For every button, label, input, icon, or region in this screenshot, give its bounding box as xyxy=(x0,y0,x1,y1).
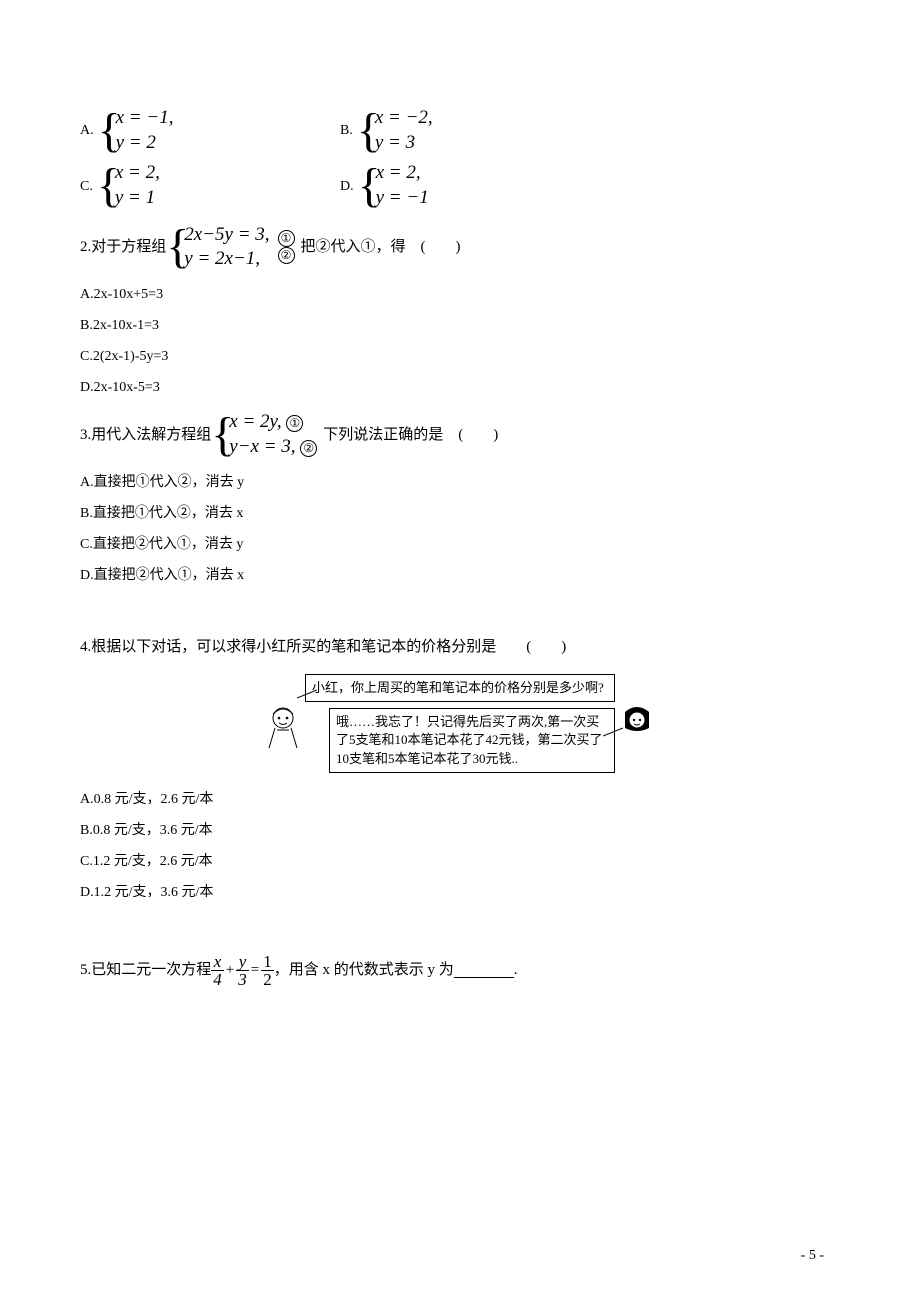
q3-system: { x = 2y, ① y−x = 3, ② xyxy=(211,410,317,459)
q1-b-line2: y = 3 xyxy=(375,131,433,156)
page: A. { x = −1, y = 2 B. { x = −2, y = 3 xyxy=(0,0,920,1302)
q1-a-line2: y = 2 xyxy=(116,131,174,156)
q1-options-row-2: C. { x = 2, y = 1 D. { x = 2, y = −1 xyxy=(80,161,840,210)
q5-frac1: x 4 xyxy=(211,953,224,988)
q2-suffix: 把②代入①，得 ( ) xyxy=(301,236,461,259)
spacer xyxy=(80,596,840,624)
speech-tail-icon xyxy=(603,726,623,738)
q3-option-d: D.直接把②代入①，消去 x xyxy=(80,565,840,586)
q2-option-d: D.2x-10x-5=3 xyxy=(80,377,840,398)
q2-option-c: C.2(2x-1)-5y=3 xyxy=(80,346,840,367)
q1-option-d: D. { x = 2, y = −1 xyxy=(340,161,600,210)
q4-dialog: 小红，你上周买的笔和笔记本的价格分别是多少啊? 哦……我忘了！只记得先后买了两次… xyxy=(305,674,615,773)
q1-b-label: B. xyxy=(340,120,353,141)
q1-option-c: C. { x = 2, y = 1 xyxy=(80,161,340,210)
frac-num: x xyxy=(212,953,224,970)
q3-option-b: B.直接把①代入②，消去 x xyxy=(80,503,840,524)
q4-bubble-top: 小红，你上周买的笔和笔记本的价格分别是多少啊? xyxy=(305,674,615,702)
boy-head-icon xyxy=(265,704,301,762)
q2-prefix: 2.对于方程组 xyxy=(80,236,166,259)
q2-option-a: A.2x-10x+5=3 xyxy=(80,284,840,305)
q1-a-system: { x = −1, y = 2 xyxy=(98,106,174,155)
q1-d-line1: x = 2, xyxy=(376,161,429,186)
q4-option-d: D.1.2 元/支，3.6 元/本 xyxy=(80,882,840,903)
q4-bubble-bottom: 哦……我忘了！只记得先后买了两次,第一次买了5支笔和10本笔记本花了42元钱，第… xyxy=(329,708,615,773)
q1-c-line1: x = 2, xyxy=(115,161,160,186)
q5-stem: 5.已知二元一次方程 x 4 + y 3 = 1 2 ，用含 x 的代数式表示 … xyxy=(80,953,840,988)
q3-sys-line2: y−x = 3, xyxy=(229,436,295,457)
q1-b-system: { x = −2, y = 3 xyxy=(357,106,433,155)
page-number: - 5 - xyxy=(801,1245,824,1266)
equals-sign: = xyxy=(251,959,259,982)
q1-c-label: C. xyxy=(80,176,93,197)
q4-option-b: B.0.8 元/支，3.6 元/本 xyxy=(80,820,840,841)
q1-a-label: A. xyxy=(80,120,94,141)
frac-num: y xyxy=(237,953,249,970)
q1-d-line2: y = −1 xyxy=(376,186,429,211)
left-brace-icon: { xyxy=(357,111,380,149)
q3-suffix: 下列说法正确的是 ( ) xyxy=(323,424,498,447)
q2-stem: 2.对于方程组 { 2x−5y = 3, y = 2x−1, ① ② 把②代入①… xyxy=(80,223,840,272)
q4-option-c: C.1.2 元/支，2.6 元/本 xyxy=(80,851,840,872)
q1-d-label: D. xyxy=(340,176,354,197)
q1-options-row-1: A. { x = −1, y = 2 B. { x = −2, y = 3 xyxy=(80,106,840,155)
speech-tail-icon xyxy=(297,688,317,700)
left-brace-icon: { xyxy=(358,167,381,205)
q1-d-system: { x = 2, y = −1 xyxy=(358,161,429,210)
left-brace-icon: { xyxy=(97,167,120,205)
left-brace-icon: { xyxy=(98,111,121,149)
q1-option-b: B. { x = −2, y = 3 xyxy=(340,106,600,155)
frac-num: 1 xyxy=(261,953,274,970)
q1-b-line1: x = −2, xyxy=(375,106,433,131)
circled-2-icon: ② xyxy=(278,247,295,264)
left-brace-icon: { xyxy=(211,416,234,454)
q3-sys-line1: x = 2y, xyxy=(229,411,281,432)
q3-stem: 3.用代入法解方程组 { x = 2y, ① y−x = 3, ② 下列说法正确… xyxy=(80,410,840,459)
q2-system: { 2x−5y = 3, y = 2x−1, xyxy=(166,223,269,272)
q2-sys-line2: y = 2x−1, xyxy=(184,247,269,272)
circled-1-icon: ① xyxy=(286,415,303,432)
circled-1-icon: ① xyxy=(278,230,295,247)
q2-option-b: B.2x-10x-1=3 xyxy=(80,315,840,336)
q5-prefix: 5.已知二元一次方程 xyxy=(80,959,211,982)
q5-frac3: 1 2 xyxy=(261,953,274,988)
q4-option-a: A.0.8 元/支，2.6 元/本 xyxy=(80,789,840,810)
q1-c-system: { x = 2, y = 1 xyxy=(97,161,160,210)
q5-suffix-a: ，用含 x 的代数式表示 y 为 xyxy=(274,959,454,982)
q1-c-line2: y = 1 xyxy=(115,186,160,211)
q3-prefix: 3.用代入法解方程组 xyxy=(80,424,211,447)
girl-head-icon xyxy=(619,704,655,762)
circled-2-icon: ② xyxy=(300,440,317,457)
q4-stem: 4.根据以下对话，可以求得小红所买的笔和笔记本的价格分别是 ( ) xyxy=(80,636,840,659)
frac-den: 4 xyxy=(211,970,224,988)
plus-sign: + xyxy=(226,959,234,982)
q5-suffix-b: . xyxy=(514,959,518,982)
q1-option-a: A. { x = −1, y = 2 xyxy=(80,106,340,155)
q1-a-line1: x = −1, xyxy=(116,106,174,131)
q3-option-a: A.直接把①代入②，消去 y xyxy=(80,472,840,493)
q2-sys-line1: 2x−5y = 3, xyxy=(184,223,269,248)
q2-marks: ① ② xyxy=(278,230,295,264)
left-brace-icon: { xyxy=(166,228,189,266)
spacer xyxy=(80,913,840,941)
answer-blank xyxy=(454,963,514,978)
q3-option-c: C.直接把②代入①，消去 y xyxy=(80,534,840,555)
frac-den: 3 xyxy=(236,970,249,988)
q5-frac2: y 3 xyxy=(236,953,249,988)
frac-den: 2 xyxy=(261,970,274,988)
